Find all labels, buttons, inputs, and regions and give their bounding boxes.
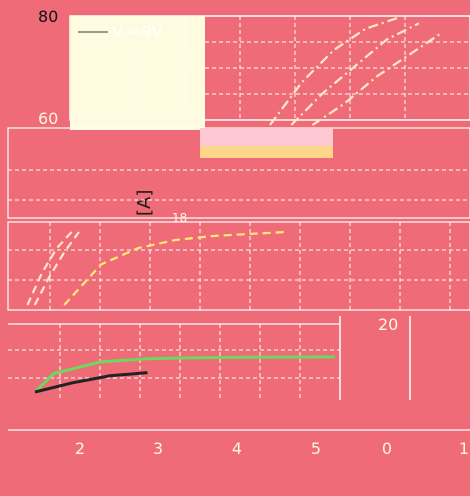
legend-text: V =9V [112, 22, 163, 41]
bottom-panel: 20 2 3 4 5 0 1 [8, 315, 470, 458]
top-panel: V =9V 80 60 [38, 7, 470, 130]
top-curves [269, 16, 441, 126]
middle-lower-frame [7, 221, 470, 311]
series-line-1-1 [26, 231, 73, 306]
series-line-2-1 [34, 371, 148, 394]
x-tick-0: 0 [382, 439, 392, 458]
middle-panel: [A] 18 [7, 127, 470, 311]
bottom-curves [33, 355, 336, 394]
orange-patch [200, 146, 333, 158]
series-line-1-0 [63, 230, 286, 306]
legend-box [70, 16, 205, 130]
x-tick-3: 3 [153, 439, 163, 458]
series-line-2-0 [33, 355, 336, 394]
right-tick-20: 20 [378, 315, 398, 334]
series-line-0-2 [311, 33, 441, 126]
top-grid [129, 16, 470, 120]
bottom-x-ticks: 2 3 4 5 0 1 [75, 439, 469, 458]
x-tick-1: 1 [459, 439, 469, 458]
series-line-1-2 [33, 231, 80, 306]
middle-tick-18: 18 [172, 211, 187, 225]
series-line-0-0 [269, 16, 398, 126]
middle-grid [8, 169, 470, 310]
bottom-grid [8, 324, 340, 400]
x-tick-5: 5 [311, 439, 321, 458]
x-tick-2: 2 [75, 439, 85, 458]
series-line-0-1 [290, 22, 420, 126]
x-tick-4: 4 [232, 439, 242, 458]
y-tick-80: 80 [38, 7, 58, 26]
middle-curves [26, 230, 286, 306]
y-tick-60: 60 [38, 109, 58, 128]
y-axis-label: [A] [134, 190, 155, 216]
